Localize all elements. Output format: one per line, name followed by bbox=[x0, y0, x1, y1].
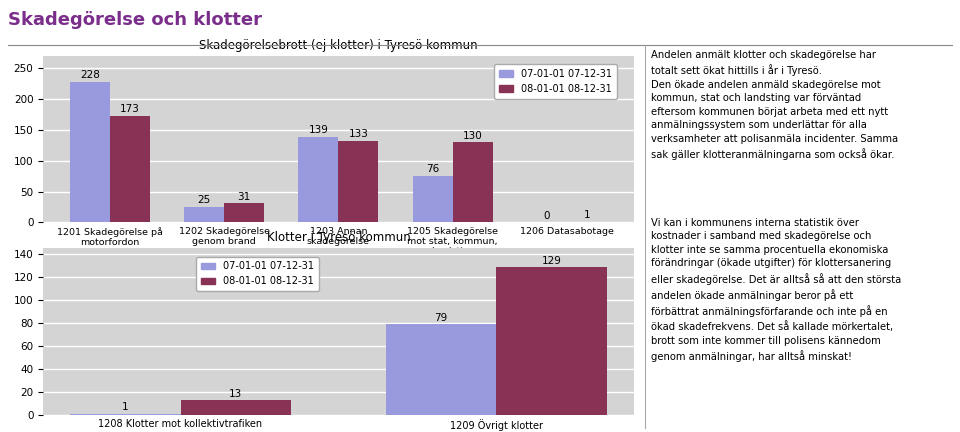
Bar bbox=[70, 413, 180, 415]
Text: 133: 133 bbox=[348, 129, 369, 139]
Text: 31: 31 bbox=[237, 191, 251, 202]
Text: 76: 76 bbox=[426, 164, 440, 174]
Text: 129: 129 bbox=[541, 256, 562, 266]
Bar bbox=[413, 176, 452, 222]
Bar bbox=[338, 140, 378, 222]
Text: Vi kan i kommunens interna statistik över
kostnader i samband med skadegörelse o: Vi kan i kommunens interna statistik öve… bbox=[651, 218, 901, 362]
Text: 79: 79 bbox=[434, 313, 447, 323]
Legend: 07-01-01 07-12-31, 08-01-01 08-12-31: 07-01-01 07-12-31, 08-01-01 08-12-31 bbox=[493, 64, 617, 99]
Text: 130: 130 bbox=[463, 130, 483, 140]
Bar bbox=[180, 400, 291, 415]
Title: Klotter i Tyresö kommun: Klotter i Tyresö kommun bbox=[267, 232, 410, 245]
Bar bbox=[299, 137, 338, 222]
Text: 0: 0 bbox=[543, 211, 550, 221]
Text: 173: 173 bbox=[120, 104, 140, 114]
Bar bbox=[386, 324, 496, 415]
Title: Skadegörelsebrott (ej klotter) i Tyresö kommun: Skadegörelsebrott (ej klotter) i Tyresö … bbox=[199, 39, 478, 52]
Text: 1: 1 bbox=[584, 210, 590, 220]
Text: 1: 1 bbox=[122, 403, 129, 413]
Bar bbox=[110, 116, 150, 222]
Text: 139: 139 bbox=[308, 125, 328, 135]
Text: 13: 13 bbox=[229, 389, 243, 399]
Text: Andelen anmält klotter och skadegörelse har
totalt sett ökat hittills i år i Tyr: Andelen anmält klotter och skadegörelse … bbox=[651, 50, 898, 160]
Legend: 07-01-01 07-12-31, 08-01-01 08-12-31: 07-01-01 07-12-31, 08-01-01 08-12-31 bbox=[196, 257, 319, 291]
Bar bbox=[452, 143, 492, 222]
Text: 228: 228 bbox=[80, 70, 100, 80]
Bar bbox=[225, 203, 264, 222]
Bar bbox=[496, 267, 607, 415]
Text: 25: 25 bbox=[198, 195, 211, 205]
Bar bbox=[70, 82, 110, 222]
Text: Skadegörelse och klotter: Skadegörelse och klotter bbox=[8, 11, 262, 29]
Bar bbox=[184, 207, 225, 222]
